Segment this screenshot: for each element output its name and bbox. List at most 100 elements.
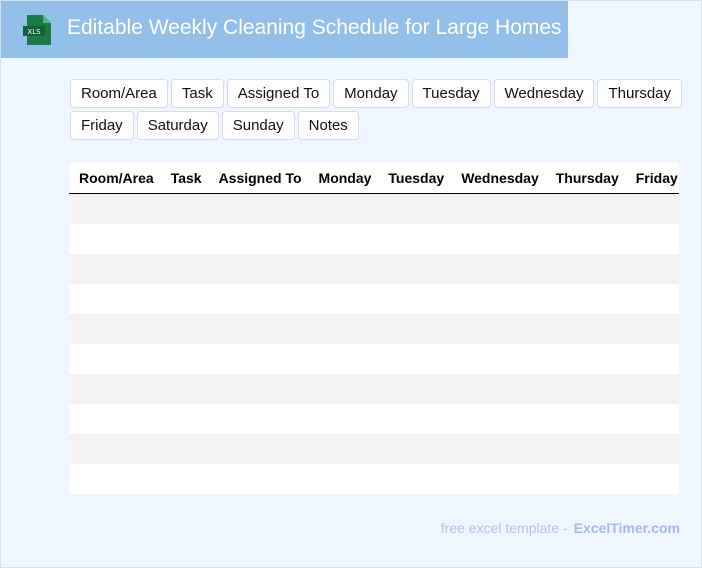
table-cell[interactable] — [378, 254, 452, 284]
table-cell[interactable] — [546, 404, 626, 434]
table-cell[interactable] — [160, 314, 209, 344]
column-chip[interactable]: Wednesday — [493, 79, 595, 108]
table-cell[interactable] — [208, 314, 309, 344]
table-cell[interactable] — [545, 254, 626, 284]
xls-file-icon: XLS — [23, 15, 51, 45]
table-cell[interactable] — [160, 254, 209, 284]
table-cell[interactable] — [209, 344, 309, 374]
table-cell[interactable] — [626, 344, 679, 374]
table-cell[interactable] — [309, 284, 379, 314]
column-chip[interactable]: Sunday — [221, 111, 295, 140]
column-header: Tuesday — [378, 163, 452, 194]
table-cell[interactable] — [625, 193, 679, 224]
table-cell[interactable] — [545, 193, 626, 224]
column-chip[interactable]: Saturday — [136, 111, 219, 140]
table-cell[interactable] — [208, 193, 309, 224]
table-cell[interactable] — [209, 464, 309, 494]
table-cell[interactable] — [626, 404, 679, 434]
table-cell[interactable] — [626, 464, 679, 494]
table-cell[interactable] — [69, 224, 161, 254]
table-cell[interactable] — [545, 374, 626, 404]
table-cell[interactable] — [309, 344, 379, 374]
table-cell[interactable] — [69, 374, 161, 404]
table-cell[interactable] — [308, 434, 379, 464]
table-cell[interactable] — [69, 314, 161, 344]
table-cell[interactable] — [451, 314, 546, 344]
table-cell[interactable] — [161, 404, 209, 434]
table-cell[interactable] — [308, 314, 379, 344]
table-cell[interactable] — [69, 193, 161, 224]
table-cell[interactable] — [378, 374, 452, 404]
table-cell[interactable] — [69, 284, 161, 314]
table-cell[interactable] — [451, 374, 546, 404]
table-cell[interactable] — [160, 434, 209, 464]
table-cell[interactable] — [69, 434, 161, 464]
table-cell[interactable] — [546, 284, 626, 314]
table-cell[interactable] — [161, 224, 209, 254]
column-chip[interactable]: Friday — [70, 111, 134, 140]
table-cell[interactable] — [161, 464, 209, 494]
table-cell[interactable] — [378, 464, 451, 494]
table-cell[interactable] — [69, 254, 161, 284]
table-cell[interactable] — [378, 314, 452, 344]
table-cell[interactable] — [378, 224, 451, 254]
table-cell[interactable] — [451, 464, 546, 494]
table-cell[interactable] — [451, 224, 546, 254]
table-cell[interactable] — [378, 344, 451, 374]
table-row — [69, 374, 679, 404]
table-cell[interactable] — [451, 284, 546, 314]
table-cell[interactable] — [160, 193, 209, 224]
brand-link[interactable]: ExcelTimer.com — [573, 520, 680, 536]
table-cell[interactable] — [546, 224, 626, 254]
table-cell[interactable] — [625, 254, 679, 284]
table-cell[interactable] — [69, 464, 161, 494]
table-row — [69, 344, 679, 374]
table-cell[interactable] — [451, 434, 546, 464]
table-cell[interactable] — [69, 344, 161, 374]
column-chip[interactable]: Monday — [333, 79, 409, 108]
table-cell[interactable] — [69, 404, 161, 434]
column-chip[interactable]: Notes — [297, 111, 359, 140]
table-cell[interactable] — [309, 224, 379, 254]
table-cell[interactable] — [546, 464, 626, 494]
table-cell[interactable] — [309, 464, 379, 494]
table-row — [69, 464, 679, 494]
table-cell[interactable] — [309, 404, 379, 434]
table-cell[interactable] — [208, 434, 309, 464]
column-header: Room/Area — [69, 163, 161, 194]
table-cell[interactable] — [626, 224, 679, 254]
table-cell[interactable] — [161, 284, 209, 314]
table-cell[interactable] — [625, 434, 679, 464]
table-cell[interactable] — [209, 284, 309, 314]
column-chip[interactable]: Assigned To — [226, 79, 331, 108]
column-chip[interactable]: Task — [170, 79, 224, 108]
table-cell[interactable] — [625, 374, 679, 404]
table-cell[interactable] — [308, 193, 379, 224]
column-chip[interactable]: Room/Area — [70, 79, 168, 108]
table-cell[interactable] — [308, 374, 379, 404]
table-cell[interactable] — [378, 404, 451, 434]
column-chip[interactable]: Tuesday — [411, 79, 491, 108]
table-cell[interactable] — [378, 434, 452, 464]
table-cell[interactable] — [378, 193, 452, 224]
table-cell[interactable] — [451, 254, 546, 284]
table-cell[interactable] — [160, 374, 209, 404]
footer: free excel template - ExcelTimer.com — [441, 520, 680, 536]
table-cell[interactable] — [161, 344, 209, 374]
column-chip[interactable]: Thursday — [597, 79, 683, 108]
table-cell[interactable] — [209, 224, 309, 254]
table-cell[interactable] — [378, 284, 451, 314]
table-cell[interactable] — [625, 314, 679, 344]
table-cell[interactable] — [451, 193, 546, 224]
table-cell[interactable] — [208, 374, 309, 404]
table-cell[interactable] — [626, 284, 679, 314]
table-cell[interactable] — [546, 344, 626, 374]
table-cell[interactable] — [545, 314, 626, 344]
table-row — [69, 434, 679, 464]
table-cell[interactable] — [209, 404, 309, 434]
table-cell[interactable] — [208, 254, 309, 284]
table-cell[interactable] — [308, 254, 379, 284]
table-cell[interactable] — [451, 344, 546, 374]
table-cell[interactable] — [545, 434, 626, 464]
table-cell[interactable] — [451, 404, 546, 434]
